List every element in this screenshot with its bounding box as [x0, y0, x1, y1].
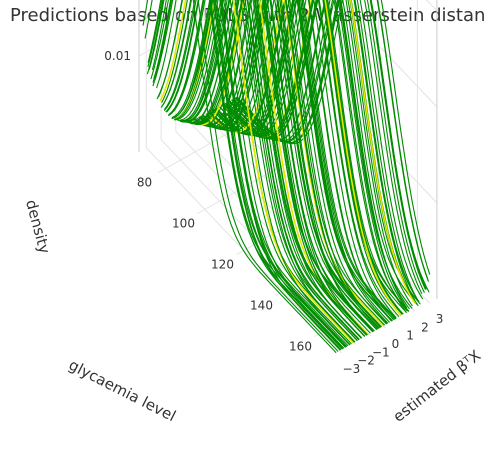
x-tick-label: 140 [250, 299, 273, 313]
x-tick-label: 100 [172, 217, 195, 231]
x-tick-label: 160 [289, 340, 312, 354]
y-tick-label: −3 [343, 362, 361, 376]
density-curve [179, 0, 374, 333]
density-curve [156, 0, 351, 346]
y-tick-label: 0 [392, 337, 400, 351]
density-curve [144, 0, 339, 352]
y-axis-title: estimated βᵀX [390, 346, 485, 425]
density-curve [142, 0, 337, 354]
density-curve [183, 0, 378, 331]
grid-line-floor [204, 114, 401, 320]
x-tick-label: 80 [137, 176, 152, 190]
density-curve [179, 0, 374, 333]
chart-title: Predictions based on FOLS with 2-Wassers… [10, 5, 486, 26]
density-curve [151, 0, 346, 348]
y-tick-label: 3 [436, 312, 444, 326]
density-curve [208, 0, 403, 315]
density-curve [167, 0, 362, 339]
density-curve [202, 0, 397, 319]
density-curve [174, 0, 368, 336]
density-curve [157, 0, 352, 345]
density-curve [193, 0, 388, 325]
density-curve [224, 0, 419, 307]
density-curves [142, 0, 431, 354]
y-tick-label: −1 [372, 345, 390, 359]
density-curve [200, 0, 394, 320]
density-curve [153, 0, 348, 347]
density-curve [156, 0, 351, 346]
density-curve [174, 0, 368, 336]
density-curve [193, 0, 387, 325]
x-axis-title: glycaemia level [66, 356, 179, 425]
x-tick-label: 120 [211, 258, 234, 272]
density-curve [194, 0, 389, 324]
density-curve [146, 0, 341, 351]
y-tick-label: −2 [357, 354, 375, 368]
density-curve [154, 0, 349, 347]
density-curve [152, 0, 347, 348]
z-tick-label: 0.01 [104, 49, 131, 63]
z-axis-title: density [22, 198, 54, 256]
density-curve [163, 0, 358, 342]
density-curve [160, 0, 355, 343]
density-curve [185, 0, 380, 329]
y-tick-label: 1 [406, 329, 414, 343]
density-curve [187, 0, 381, 328]
density-curve-highlight [159, 0, 354, 344]
density-curve [212, 0, 406, 312]
density-curve [177, 0, 371, 334]
y-tick-label: 2 [421, 320, 429, 334]
